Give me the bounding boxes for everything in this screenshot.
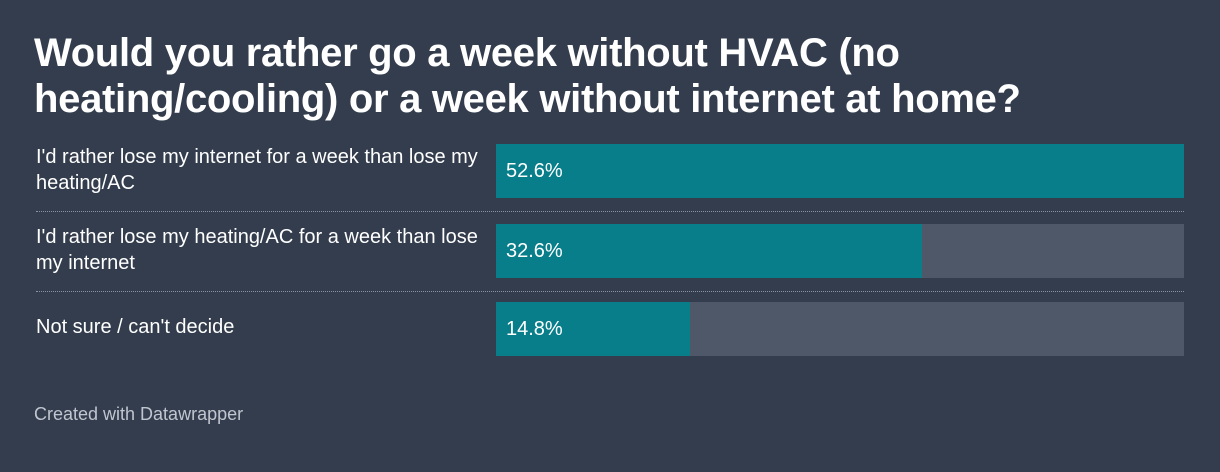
bar-label: I'd rather lose my internet for a week t… [36, 146, 478, 194]
bar [496, 302, 690, 356]
bar-row: Not sure / can't decide 14.8% [0, 302, 1220, 358]
bar-label: I'd rather lose my heating/AC for a week… [36, 226, 478, 274]
bar-label: Not sure / can't decide [36, 316, 235, 338]
bar [496, 224, 923, 278]
bar-row: I'd rather lose my heating/AC for a week… [0, 224, 1220, 280]
bar-track: 52.6% [496, 144, 1184, 198]
row-divider [36, 211, 1184, 212]
bar-value-label: 32.6% [506, 240, 563, 262]
bar-track: 14.8% [496, 302, 1184, 356]
bar-value-label: 14.8% [506, 318, 563, 340]
datawrapper-credit: Created with Datawrapper [34, 404, 244, 424]
bar-row: I'd rather lose my internet for a week t… [0, 144, 1220, 200]
chart-title: Would you rather go a week without HVAC … [34, 31, 1021, 121]
bar [496, 144, 1184, 198]
bar-value-label: 52.6% [506, 160, 563, 182]
bar-track: 32.6% [496, 224, 1184, 278]
row-divider [36, 291, 1184, 292]
